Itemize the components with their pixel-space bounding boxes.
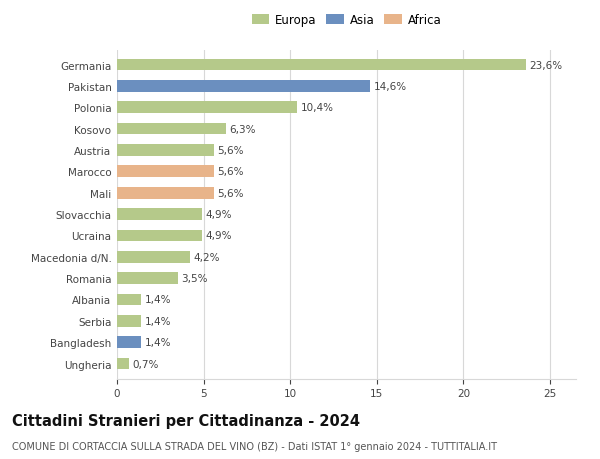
Bar bbox=[117, 166, 214, 178]
Text: 1,4%: 1,4% bbox=[145, 337, 171, 347]
Bar bbox=[117, 123, 226, 135]
Bar bbox=[117, 145, 214, 157]
Bar bbox=[117, 358, 129, 369]
Bar bbox=[117, 102, 297, 114]
Text: 1,4%: 1,4% bbox=[145, 295, 171, 305]
Text: 6,3%: 6,3% bbox=[230, 124, 256, 134]
Bar bbox=[117, 336, 141, 348]
Bar bbox=[117, 81, 370, 93]
Text: 23,6%: 23,6% bbox=[529, 61, 562, 70]
Text: 4,9%: 4,9% bbox=[205, 210, 232, 219]
Text: 14,6%: 14,6% bbox=[373, 82, 406, 92]
Bar bbox=[117, 252, 190, 263]
Text: 1,4%: 1,4% bbox=[145, 316, 171, 326]
Bar bbox=[117, 230, 202, 242]
Bar bbox=[117, 273, 178, 285]
Bar bbox=[117, 209, 202, 220]
Bar bbox=[117, 187, 214, 199]
Text: 5,6%: 5,6% bbox=[217, 146, 244, 156]
Text: 5,6%: 5,6% bbox=[217, 188, 244, 198]
Bar bbox=[117, 294, 141, 306]
Text: COMUNE DI CORTACCIA SULLA STRADA DEL VINO (BZ) - Dati ISTAT 1° gennaio 2024 - TU: COMUNE DI CORTACCIA SULLA STRADA DEL VIN… bbox=[12, 441, 497, 451]
Text: 3,5%: 3,5% bbox=[181, 274, 208, 284]
Legend: Europa, Asia, Africa: Europa, Asia, Africa bbox=[251, 14, 442, 27]
Text: Cittadini Stranieri per Cittadinanza - 2024: Cittadini Stranieri per Cittadinanza - 2… bbox=[12, 413, 360, 428]
Text: 4,2%: 4,2% bbox=[193, 252, 220, 262]
Text: 10,4%: 10,4% bbox=[301, 103, 334, 113]
Text: 5,6%: 5,6% bbox=[217, 167, 244, 177]
Text: 4,9%: 4,9% bbox=[205, 231, 232, 241]
Bar bbox=[117, 315, 141, 327]
Bar bbox=[117, 60, 526, 71]
Text: 0,7%: 0,7% bbox=[133, 359, 159, 369]
